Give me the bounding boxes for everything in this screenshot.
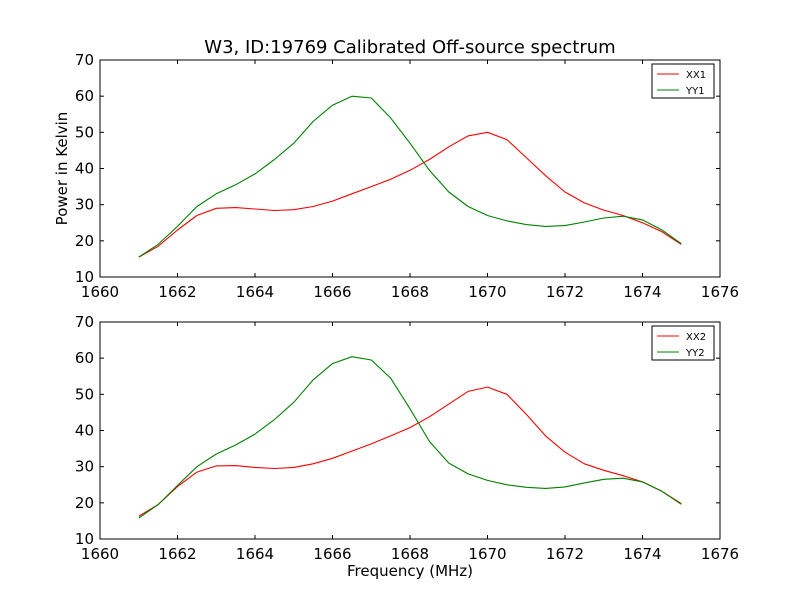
chart1-x-tick-label: 1666 xyxy=(313,283,351,301)
chart1-x-tick-label: 1672 xyxy=(546,283,584,301)
chart2-x-tick-label: 1674 xyxy=(623,545,661,563)
chart1-legend-label-yy1: YY1 xyxy=(685,86,705,97)
chart1-legend-label-xx1: XX1 xyxy=(686,70,706,81)
chart2-x-tick-label: 1668 xyxy=(391,545,429,563)
chart1-x-tick-label: 1674 xyxy=(623,283,661,301)
chart1-y-tick-label: 10 xyxy=(75,268,94,286)
chart2-x-axis-title: Frequency (MHz) xyxy=(347,562,473,580)
chart2: 1660 1662 1664 1666 1668 1670 1672 1674 1676 10 20… xyxy=(75,313,739,580)
chart1-y-tick-label: 20 xyxy=(75,232,94,250)
chart2-legend-box xyxy=(651,325,715,361)
chart2-axes-frame xyxy=(99,321,721,540)
chart1-x-tick-label: 1664 xyxy=(236,283,274,301)
chart2-x-tick-label: 1664 xyxy=(236,545,274,563)
chart2-x-tick-label: 1676 xyxy=(701,545,739,563)
chart2-series-xx2-line xyxy=(138,386,682,517)
chart2-legend-label-xx2: XX2 xyxy=(686,332,706,343)
chart2-x-tick-label: 1672 xyxy=(546,545,584,563)
chart2-series-yy2-line xyxy=(138,356,682,519)
chart1-y-tick-label: 70 xyxy=(75,51,94,69)
chart1-series-yy1-line xyxy=(138,95,682,258)
chart1-title: W3, ID:19769 Calibrated Off-source spect… xyxy=(204,37,615,58)
chart2-x-tick-label: 1670 xyxy=(468,545,506,563)
chart1-y-tick-label: 40 xyxy=(75,160,94,178)
chart2-y-tick-label: 40 xyxy=(75,422,94,440)
chart1-axes-frame xyxy=(99,59,721,278)
chart1-x-tick-label: 1676 xyxy=(701,283,739,301)
chart2-y-tick-label: 70 xyxy=(75,313,94,331)
chart1-x-tick-label: 1662 xyxy=(158,283,196,301)
chart1-y-tick-label: 60 xyxy=(75,87,94,105)
chart1-x-tick-label: 1660 xyxy=(81,283,119,301)
chart2-y-tick-label: 30 xyxy=(75,458,94,476)
chart2-y-tick-label: 60 xyxy=(75,349,94,367)
chart1-series-xx1-line xyxy=(138,131,682,258)
chart2-x-tick-label: 1662 xyxy=(158,545,196,563)
chart1: 1660 1662 1664 1666 1668 1670 1672 1674 1676 10 20… xyxy=(53,37,739,301)
chart1-legend-box xyxy=(651,63,715,99)
chart1-x-tick-label: 1670 xyxy=(468,283,506,301)
chart2-x-tick-label: 1660 xyxy=(81,545,119,563)
chart2-y-tick-label: 50 xyxy=(75,385,94,403)
chart1-x-tick-label: 1668 xyxy=(391,283,429,301)
chart2-x-tick-label: 1666 xyxy=(313,545,351,563)
chart2-y-tick-label: 20 xyxy=(75,494,94,512)
chart1-y-tick-label: 50 xyxy=(75,123,94,141)
chart1-y-tick-label: 30 xyxy=(75,196,94,214)
chart2-legend-label-yy2: YY2 xyxy=(685,348,705,359)
chart2-y-tick-label: 10 xyxy=(75,530,94,548)
chart1-y-axis-title: Power in Kelvin xyxy=(53,112,71,226)
